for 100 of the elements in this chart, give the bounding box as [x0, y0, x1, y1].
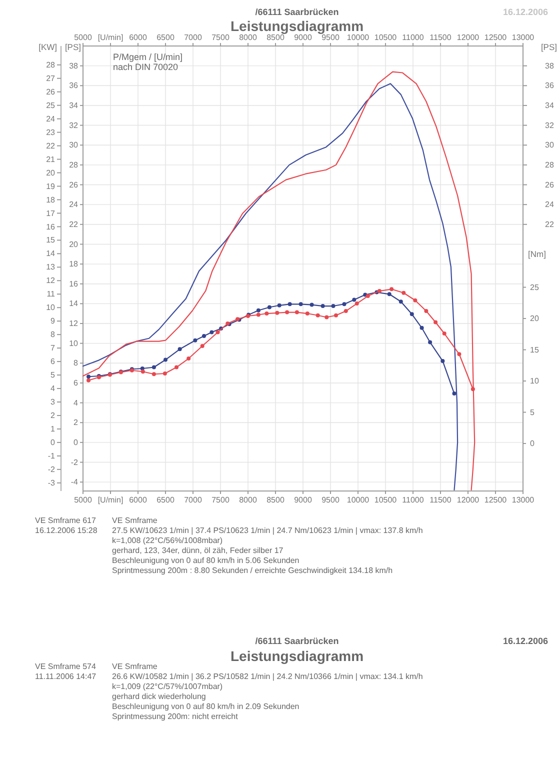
point — [277, 303, 282, 308]
point — [420, 326, 424, 330]
y2-tick-label: 24 — [545, 200, 554, 210]
y-tick-label: 4 — [74, 398, 79, 408]
y-tick-label: 10 — [69, 338, 79, 348]
point — [354, 302, 359, 306]
point — [202, 334, 206, 338]
y3-tick-label: 18 — [46, 195, 56, 204]
point — [186, 356, 191, 361]
y2-tick-label: 22 — [545, 220, 554, 229]
x-tick-label: 11000 — [402, 33, 424, 42]
x2-tick-label: 7500 — [212, 496, 230, 505]
y-tick-label: 38 — [69, 61, 79, 70]
point — [298, 302, 303, 306]
point — [256, 308, 260, 312]
point — [152, 372, 156, 376]
y-tick-label: 26 — [69, 180, 79, 190]
x-tick-label: 7500 — [212, 33, 230, 42]
text: VE Smframe 574 — [35, 662, 96, 671]
text: 11.11.2006 14:47 — [35, 672, 97, 681]
text: k=1,008 (22°C/56%/1008mbar) — [112, 536, 223, 545]
y-tick-label: 0 — [74, 438, 79, 447]
y3-tick-label: 13 — [46, 262, 56, 272]
point — [288, 302, 292, 306]
y-tick-label: 24 — [69, 200, 79, 210]
point — [294, 310, 299, 314]
point — [413, 298, 418, 302]
y3-tick-label: 4 — [50, 384, 56, 394]
x2-tick-label: 10500 — [374, 496, 398, 505]
point — [310, 302, 314, 307]
point — [440, 359, 445, 364]
x-tick-label: 5000 — [74, 33, 92, 42]
x-tick-label: 11500 — [430, 33, 452, 42]
y3-tick-label: 6 — [50, 357, 56, 366]
point — [366, 294, 370, 298]
x2-tick-label: 13000 — [512, 496, 535, 505]
x-tick-label: 9000 — [294, 33, 312, 42]
y-tick-label: 12 — [69, 319, 79, 328]
text: 16.12.2006 — [502, 7, 548, 17]
y3-tick-label: -2 — [48, 464, 56, 474]
y3-tick-label: 12 — [46, 276, 56, 286]
y3-tick-label: 5 — [50, 370, 56, 380]
y3-tick-label: 15 — [46, 236, 56, 245]
point — [178, 347, 182, 352]
x2-tick-label: 9000 — [294, 496, 312, 505]
point — [410, 312, 414, 316]
y3-axis-title: [KW] — [38, 42, 57, 52]
point — [164, 358, 168, 362]
point — [86, 374, 90, 379]
point — [334, 313, 338, 318]
x2-tick-label: 6000 — [129, 496, 148, 505]
x-tick-label: 9500 — [322, 33, 340, 42]
y3-tick-label: 2 — [50, 411, 56, 420]
y-tick-label: 22 — [69, 220, 79, 229]
y3-tick-label: 19 — [46, 182, 56, 191]
point — [285, 310, 290, 314]
x2-tick-label: 8500 — [266, 496, 285, 505]
y3-tick-label: 1 — [50, 424, 56, 434]
y-tick-label: 20 — [530, 314, 540, 324]
point — [210, 330, 214, 334]
point — [324, 315, 329, 320]
y-tick-label: 34 — [69, 101, 79, 110]
text: Beschleunigung von 0 auf 80 km/h in 5.06 Sekunden — [112, 556, 300, 565]
y-tick-label: 16 — [69, 279, 79, 288]
point — [86, 378, 90, 382]
y-axis-title: [PS] — [64, 42, 81, 52]
point — [452, 392, 456, 396]
point — [200, 344, 204, 348]
point — [434, 320, 438, 324]
x2-tick-label: 11000 — [402, 496, 424, 505]
x2-tick-label: 5000 — [74, 496, 92, 505]
y3-tick-label: 20 — [46, 168, 56, 178]
x-tick-label: 12500 — [484, 33, 508, 42]
y3-tick-label: 27 — [46, 74, 56, 83]
x2-tick-label: 8000 — [239, 496, 258, 505]
y2-tick-label: 28 — [545, 160, 554, 170]
x2-tick-label: 11500 — [430, 496, 452, 505]
x2-tick-label: 12500 — [484, 496, 508, 505]
text: Sprintmessung 200m : 8.80 Sekunden / erreichte Geschwindigkeit 134.18 km/h — [112, 566, 393, 575]
y-tick-label: 2 — [74, 418, 79, 428]
point — [470, 387, 475, 392]
y-tick-label: 28 — [69, 160, 79, 170]
x-tick-label: 8500 — [266, 33, 285, 42]
y3-tick-label: 26 — [46, 87, 56, 96]
x-tick-label: 8000 — [239, 33, 258, 42]
annotation: nach DIN 70020 — [113, 62, 178, 72]
y2-axis-title: [PS] — [540, 42, 557, 52]
text: Beschleunigung von 0 auf 80 km/h in 2.09 Sekunden — [112, 702, 300, 711]
y2-tick-label: 34 — [545, 101, 554, 110]
point — [305, 312, 310, 316]
point — [275, 310, 280, 315]
point — [402, 290, 406, 295]
y3-tick-label: 14 — [46, 249, 56, 258]
y2-tick-label: 32 — [545, 120, 554, 130]
x-tick-label: 6000 — [129, 33, 148, 42]
y3-tick-label: 0 — [50, 438, 56, 448]
point — [256, 312, 260, 317]
text: 16.12.2006 — [502, 636, 548, 646]
text: 26.6 KW/10582 1/min | 36.2 PS/10582 1/min | 24.2 Nm/10366 1/min | vmax: 134.1 km/h — [112, 672, 423, 681]
point — [398, 300, 403, 304]
